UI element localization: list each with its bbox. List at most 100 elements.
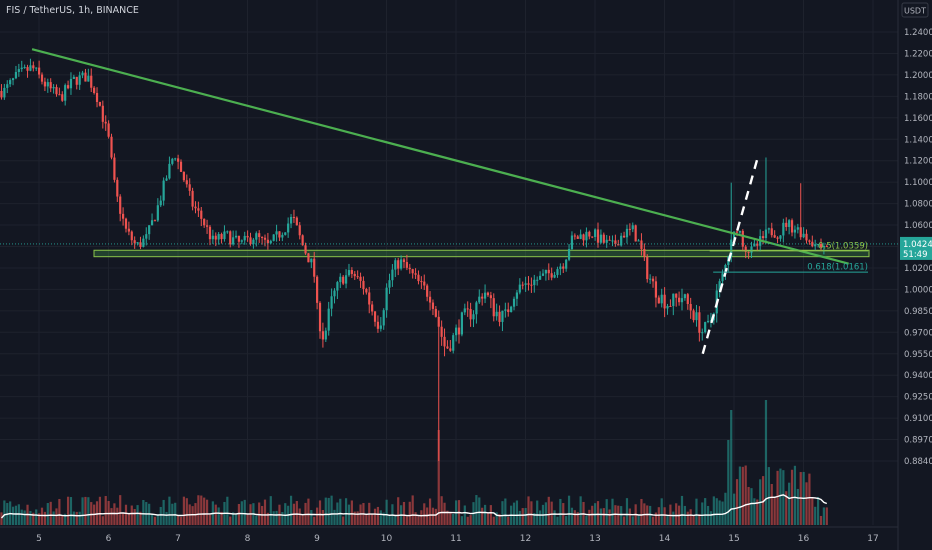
- volume-bar: [521, 508, 524, 525]
- candle-body: [753, 243, 756, 247]
- drawings[interactable]: [31, 48, 849, 355]
- volume-bar: [573, 510, 576, 525]
- volume-bar: [420, 510, 423, 525]
- volume-bar: [388, 514, 391, 525]
- time-tick-label: 16: [798, 534, 810, 544]
- candle-body: [524, 283, 527, 285]
- volume-bar: [69, 497, 73, 525]
- candle-body: [680, 298, 684, 303]
- volume-bar: [631, 516, 634, 525]
- candle-body: [811, 241, 814, 247]
- candle-body: [278, 231, 281, 238]
- volume-bar: [185, 498, 188, 525]
- price-tick-label: 1.0600: [904, 221, 932, 231]
- candle-body: [744, 246, 747, 252]
- volume-bar: [785, 491, 788, 525]
- candle-body: [255, 233, 258, 240]
- time-tick-label: 11: [450, 534, 461, 544]
- candle-body: [81, 72, 84, 76]
- candle-body: [617, 244, 620, 246]
- volume-bar: [289, 495, 293, 525]
- candle-body: [399, 259, 403, 269]
- dashed-channel-line: [701, 155, 760, 355]
- candle-body: [646, 256, 649, 280]
- volume-bar: [344, 498, 348, 525]
- candle-body: [457, 327, 461, 335]
- volume-bar: [440, 496, 443, 525]
- candle-body: [704, 322, 707, 333]
- candle-body: [188, 184, 191, 191]
- fib-levels[interactable]: 0.5(1.0359) 0.618(1.0161): [709, 241, 868, 273]
- candle-body: [397, 260, 400, 269]
- time-tick-label: 5: [36, 534, 42, 544]
- candle-body: [217, 234, 220, 240]
- volume-bar: [692, 515, 695, 525]
- volume-bar: [649, 505, 652, 525]
- candle-body: [651, 278, 655, 282]
- price-axis[interactable]: USDT 1.2400 1.2200 1.2000 1.1800 1.1600 1.1400…: [897, 0, 932, 550]
- candle-body: [504, 309, 507, 311]
- candle-body: [628, 228, 631, 230]
- candle-body: [350, 270, 353, 274]
- volume-bar: [23, 510, 26, 525]
- price-tick-label: 0.9550: [904, 350, 932, 360]
- volume-bar: [191, 506, 194, 525]
- candle-body: [738, 230, 742, 233]
- candle-body: [559, 266, 562, 270]
- volume-bar: [788, 482, 791, 525]
- volume-bar: [437, 430, 440, 525]
- volume-bar: [614, 505, 617, 525]
- candle-body: [405, 262, 408, 268]
- candle-body: [64, 85, 67, 101]
- volume-bar: [159, 506, 162, 525]
- volume-bar: [588, 509, 591, 525]
- volume-bar: [605, 499, 608, 525]
- candle-body: [437, 316, 440, 327]
- candle-body: [95, 92, 99, 103]
- candle-body: [463, 308, 466, 313]
- volume-bar: [556, 516, 559, 525]
- candle-body: [237, 235, 241, 242]
- volume-bar: [814, 506, 817, 525]
- time-axis[interactable]: 5 6 7 8 9 10 11 12 13 14 15 16 17: [0, 526, 898, 544]
- candle-body: [767, 228, 770, 230]
- volume-bar: [750, 488, 753, 525]
- candle-body: [565, 259, 568, 269]
- candle-body: [672, 293, 675, 307]
- volume-bar: [136, 505, 139, 525]
- volume-bar: [81, 497, 84, 525]
- candle-body: [104, 121, 107, 124]
- support-zone[interactable]: [93, 249, 870, 258]
- volume-bar: [214, 504, 217, 525]
- candle-body: [443, 336, 446, 347]
- current-price-value: 1.0424: [903, 240, 932, 250]
- candle-body: [698, 312, 701, 333]
- candle-body: [683, 294, 686, 299]
- volume-bar: [704, 498, 707, 525]
- volume-bar: [570, 507, 574, 525]
- price-tick-label: 1.2200: [904, 49, 932, 59]
- candle-body: [133, 240, 136, 244]
- volume-bar: [530, 501, 533, 525]
- candle-body: [599, 234, 603, 243]
- candle-body: [232, 237, 235, 245]
- candle-body: [675, 293, 678, 298]
- volume-bar: [411, 495, 414, 525]
- volume-bar: [515, 500, 519, 525]
- candle-body: [148, 225, 151, 235]
- volume-bar: [98, 496, 102, 525]
- symbol-title[interactable]: FIS / TetherUS, 1h, BINANCE: [6, 5, 139, 16]
- volume-bar: [200, 495, 203, 525]
- candle-body: [87, 75, 90, 82]
- candle-body: [194, 206, 197, 209]
- volume-bar: [275, 510, 278, 525]
- candle-body: [492, 298, 495, 317]
- candle-body: [347, 270, 351, 276]
- volume-bar: [174, 502, 177, 525]
- volume-bar: [660, 498, 663, 525]
- volume-moving-average: [0, 494, 828, 519]
- candle-body: [686, 294, 689, 304]
- candle-body: [289, 216, 293, 224]
- volume-bar: [339, 498, 342, 525]
